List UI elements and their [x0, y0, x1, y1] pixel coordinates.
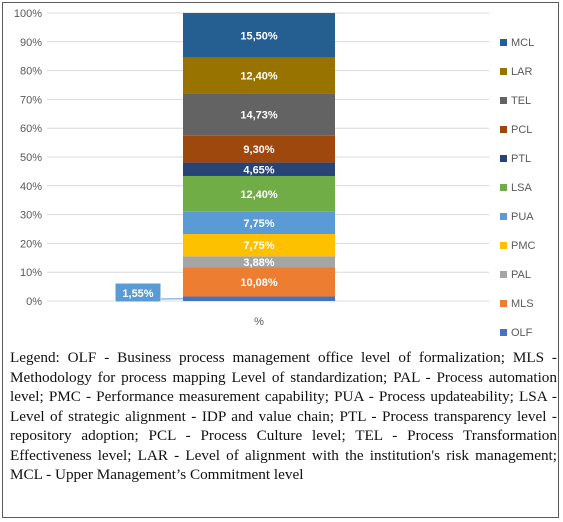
y-tick-label: 60%	[20, 123, 42, 135]
legend-swatch-pal	[500, 271, 507, 278]
legend-label: PAL	[511, 269, 531, 281]
data-label: 15,50%	[240, 30, 278, 42]
legend-label: PTL	[511, 153, 531, 165]
legend-label: OLF	[511, 327, 533, 339]
data-label: 3,88%	[243, 257, 274, 269]
legend-label: MLS	[511, 298, 534, 310]
y-tick-label: 70%	[20, 94, 42, 106]
bar-segment-olf	[183, 296, 335, 301]
data-label: 1,55%	[122, 288, 153, 300]
legend-swatch-olf	[500, 329, 507, 336]
bar-segment-mcl	[183, 13, 335, 58]
bar-segment-lar	[183, 57, 335, 94]
legend-label: PCL	[511, 124, 532, 136]
legend-swatch-pmc	[500, 242, 507, 249]
data-label: 12,40%	[240, 71, 278, 83]
data-label: 4,65%	[243, 164, 274, 176]
bar-segment-pmc	[183, 234, 335, 257]
bar-segment-pal	[183, 256, 335, 268]
legend-swatch-mls	[500, 300, 507, 307]
y-tick-label: 80%	[20, 66, 42, 78]
legend-swatch-lar	[500, 68, 507, 75]
data-label: 12,40%	[240, 189, 278, 201]
bar-segment-pcl	[183, 135, 335, 163]
data-label: 14,73%	[240, 110, 278, 122]
legend-caption: Legend: OLF - Business process managemen…	[10, 349, 557, 483]
legend-swatch-pua	[500, 213, 507, 220]
data-label: 10,08%	[240, 277, 278, 289]
y-tick-label: 0%	[26, 296, 42, 308]
data-label: 9,30%	[243, 144, 274, 156]
y-tick-label: 100%	[14, 8, 42, 20]
bar-segment-ptl	[183, 162, 335, 176]
legend-swatch-pcl	[500, 126, 507, 133]
stacked-bar-chart: 0% 10% 20% 30% 40% 50% 60% 70% 80% 90% 100%% 1,55% 1…	[14, 8, 536, 339]
bar-segment-lsa	[183, 175, 335, 212]
legend-swatch-tel	[500, 97, 507, 104]
y-tick-label: 10%	[20, 267, 42, 279]
legend-swatch-lsa	[500, 184, 507, 191]
data-label: 7,75%	[243, 240, 274, 252]
bar-segment-pua	[183, 211, 335, 235]
legend-label: PUA	[511, 211, 534, 223]
y-tick-label: 90%	[20, 37, 42, 49]
legend-swatch-ptl	[500, 155, 507, 162]
data-label: 7,75%	[243, 218, 274, 230]
legend-swatch-mcl	[500, 39, 507, 46]
legend-label: PMC	[511, 240, 536, 252]
y-tick-label: 30%	[20, 210, 42, 222]
data-label-callout	[114, 282, 162, 303]
x-tick-label: %	[254, 316, 264, 328]
legend-label: LAR	[511, 66, 532, 78]
y-tick-label: 40%	[20, 181, 42, 193]
legend-label: MCL	[511, 37, 534, 49]
bar-segment-tel	[183, 93, 335, 136]
legend-label: TEL	[511, 95, 531, 107]
legend-label: LSA	[511, 182, 532, 194]
figure-frame: 0% 10% 20% 30% 40% 50% 60% 70% 80% 90% 100%% 1,55% 1…	[2, 2, 559, 518]
y-tick-label: 20%	[20, 238, 42, 250]
y-tick-label: 50%	[20, 152, 42, 164]
bar-segment-mls	[183, 267, 335, 297]
